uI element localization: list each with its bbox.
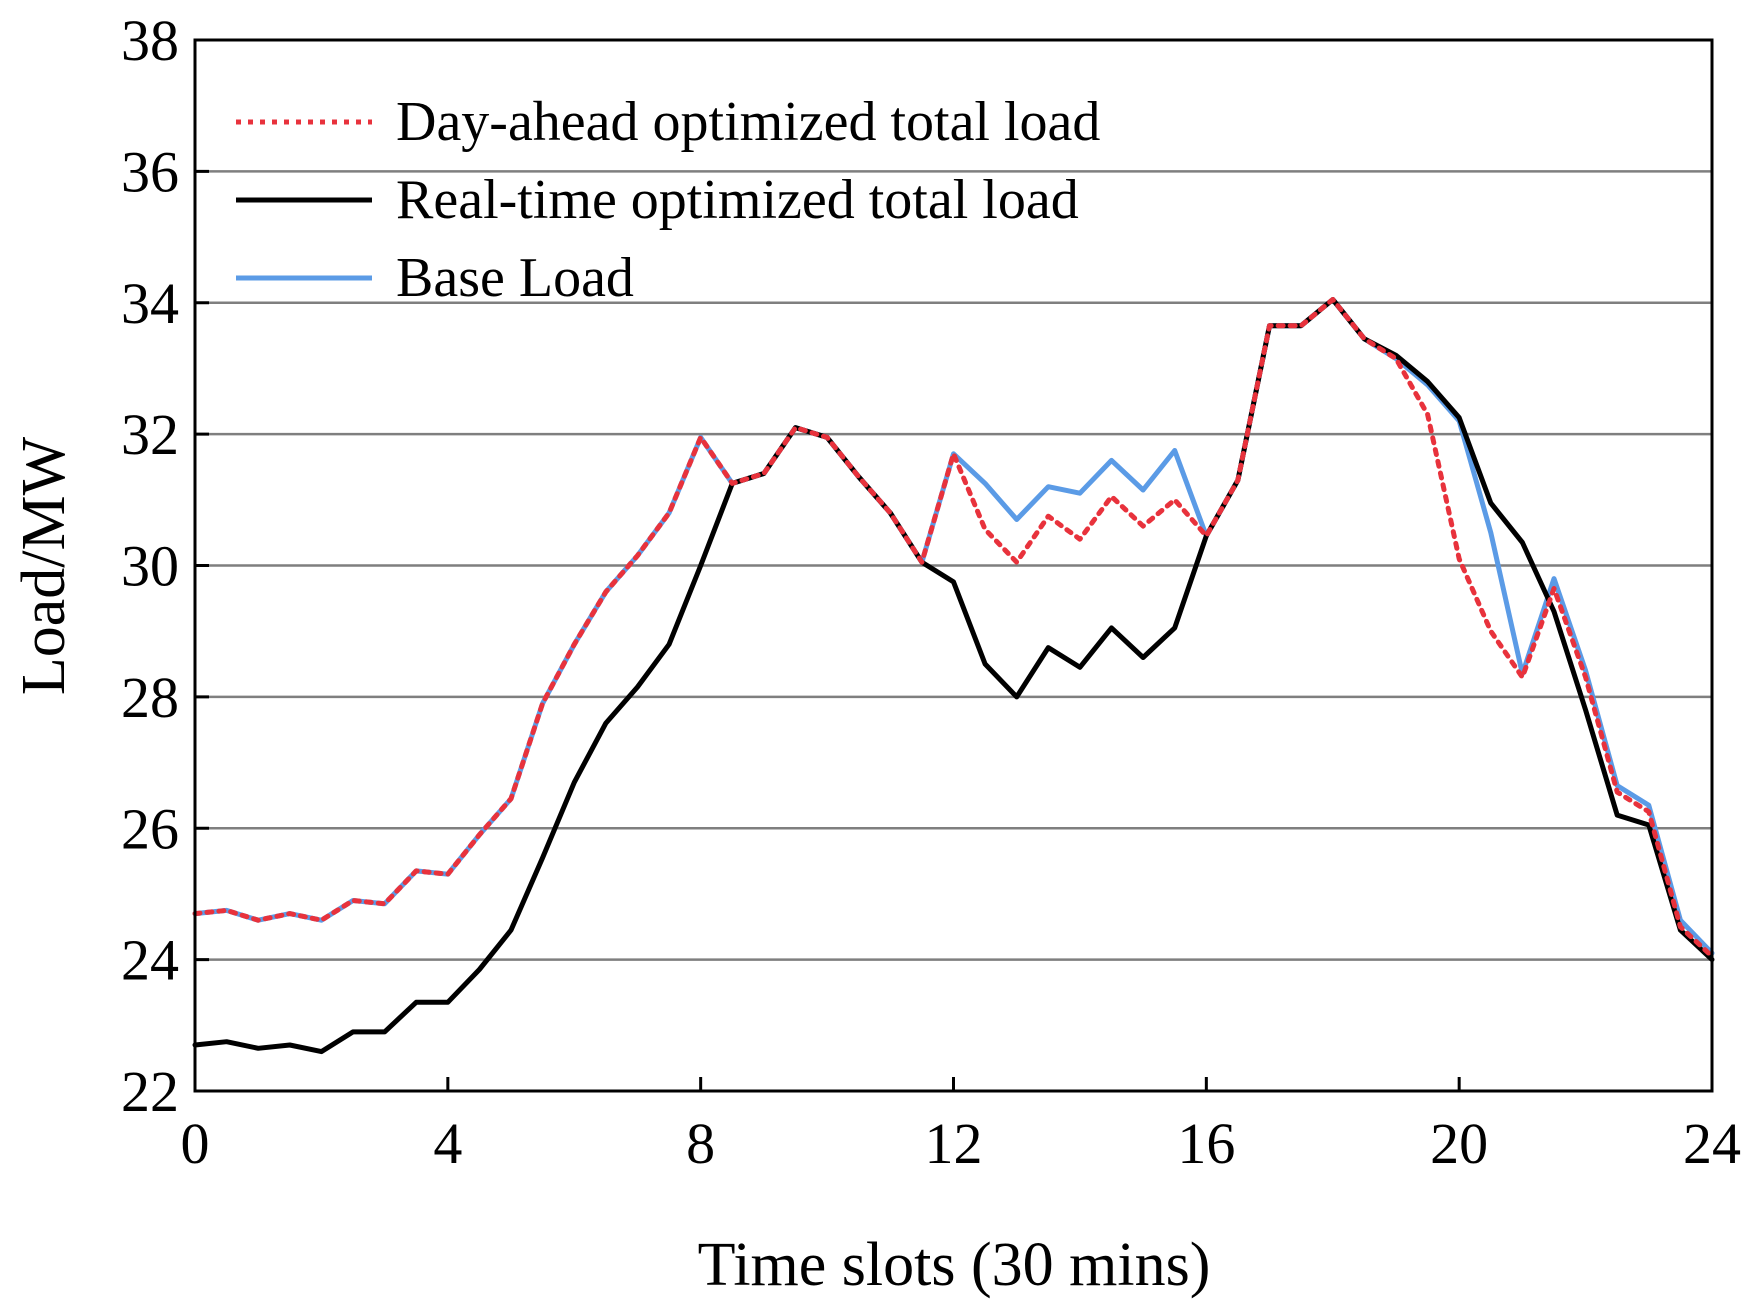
legend-label-base-load: Base Load	[396, 247, 634, 309]
x-tick-label-4: 4	[433, 1111, 462, 1176]
series-line-base-load	[192, 297, 1715, 956]
series-line-day-ahead	[192, 297, 1715, 959]
y-tick-label-24: 24	[121, 928, 179, 993]
axis-ticks: 22 24 26 28 30 32 34 36 38 0 4 8 12 16 20 24	[121, 8, 1741, 1176]
x-tick-label-20: 20	[1430, 1111, 1488, 1176]
x-tick-label-0: 0	[181, 1111, 210, 1176]
x-tick-label-16: 16	[1177, 1111, 1235, 1176]
legend: Day-ahead optimized total load Real-time…	[236, 91, 1100, 309]
legend-label-real-time: Real-time optimized total load	[396, 169, 1079, 231]
y-tick-label-22: 22	[121, 1059, 179, 1124]
series-lines	[192, 297, 1715, 1055]
legend-label-day-ahead: Day-ahead optimized total load	[396, 91, 1100, 153]
x-axis-title: Time slots (30 mins)	[698, 1231, 1211, 1299]
x-tick-label-24: 24	[1683, 1111, 1741, 1176]
y-tick-label-26: 26	[121, 796, 179, 861]
x-tick-label-8: 8	[686, 1111, 715, 1176]
y-axis-title: Load/MW	[10, 436, 78, 695]
gridlines	[195, 170, 1712, 961]
x-tick-label-12: 12	[925, 1111, 983, 1176]
y-tick-label-30: 30	[121, 534, 179, 599]
y-tick-label-36: 36	[121, 139, 179, 204]
y-tick-label-34: 34	[121, 271, 179, 336]
series-line-real-time	[192, 297, 1715, 1055]
y-tick-label-32: 32	[121, 402, 179, 467]
y-tick-label-38: 38	[121, 8, 179, 73]
y-tick-label-28: 28	[121, 665, 179, 730]
